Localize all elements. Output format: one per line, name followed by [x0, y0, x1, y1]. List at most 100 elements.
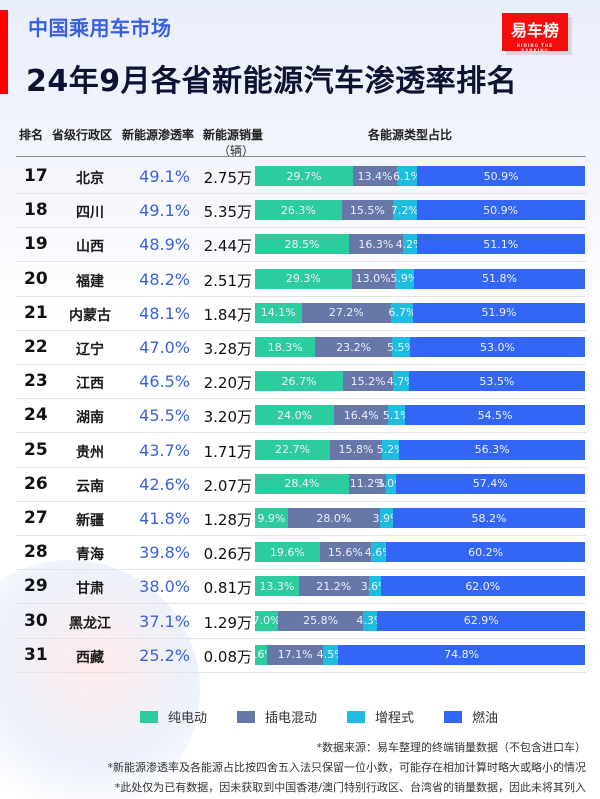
segment-bev: 24.0%	[255, 405, 335, 426]
rank-value: 28	[24, 542, 48, 563]
table-row: 21 内蒙古 48.1% 1.84万 14.1% 27.2% 6.7% 51.9%	[16, 297, 586, 331]
legend-label-bev: 纯电动	[168, 711, 208, 726]
penetration-rate: 41.8%	[139, 509, 190, 528]
share-bar: 28.5% 16.3% 4.2% 51.1%	[255, 234, 585, 255]
penetration-rate: 48.9%	[139, 235, 190, 255]
legend-item-phev: 插电混动	[237, 707, 317, 726]
penetration-rate: 47.0%	[139, 338, 190, 357]
legend-item-erev: 增程式	[347, 707, 414, 726]
accent-bar	[0, 10, 8, 94]
segment-bev: 9.9%	[255, 508, 288, 528]
province-name: 甘肃	[76, 581, 104, 598]
chart-legend: 纯电动 插电混动 增程式 燃油	[140, 707, 498, 726]
penetration-rate: 48.1%	[139, 303, 190, 323]
share-bar: 22.7% 15.8% 5.2% 56.3%	[255, 439, 585, 460]
nev-sales: 2.75万	[203, 169, 252, 187]
share-bar: 13.3% 21.2% 3.6% 62.0%	[255, 576, 585, 597]
segment-phev: 16.4%	[334, 405, 389, 426]
segment-erev: 5.2%	[377, 439, 405, 460]
rank-value: 26	[24, 473, 48, 494]
nev-sales: 2.44万	[203, 237, 252, 256]
segment-bev: 13.3%	[255, 576, 299, 597]
note-rounding: *新能源渗透率及各能源占比按四舍五入法只保留一位小数，可能存在相加计算时略大或略…	[107, 761, 587, 774]
segment-bev: 26.3%	[255, 200, 342, 221]
segment-ice: 60.2%	[386, 542, 585, 563]
rank-value: 17	[24, 166, 48, 186]
note-coverage: *此处仅为已有数据，因未获取到中国香港/澳门特别行政区、台湾省的销量数据，因此未…	[114, 781, 586, 794]
penetration-rate: 25.2%	[139, 645, 190, 665]
province-name: 云南	[76, 478, 104, 495]
segment-erev: 4.5%	[317, 644, 345, 665]
legend-swatch-bev	[140, 710, 158, 723]
table-row: 18 四川 49.1% 5.35万 26.3% 15.5% 7.2% 50.9%	[16, 194, 586, 229]
segment-erev: 6.7%	[388, 302, 416, 323]
segment-ice: 58.2%	[392, 508, 585, 528]
column-header-rank: 排名	[19, 128, 44, 142]
province-name: 贵州	[76, 444, 104, 461]
province-name: 新疆	[76, 513, 104, 529]
brand-logo: 易车榜 RIDING THE RANKING	[502, 13, 568, 53]
rank-value: 30	[24, 610, 48, 631]
table-row: 29 甘肃 38.0% 0.81万 13.3% 21.2% 3.6% 62.0%	[16, 570, 586, 605]
segment-ice: 74.8%	[338, 644, 585, 665]
rank-value: 22	[24, 337, 48, 357]
segment-phev: 15.6%	[319, 542, 372, 563]
rank-value: 20	[24, 268, 48, 289]
segment-phev: 16.3%	[348, 234, 403, 255]
column-header-sales: 新能源销量	[203, 128, 264, 142]
segment-ice: 62.9%	[377, 610, 585, 631]
segment-erev: 5.9%	[390, 268, 418, 289]
table-row: 23 江西 46.5% 2.20万 26.7% 15.2% 4.7% 53.5%	[16, 365, 586, 400]
segment-bev: 7.0%	[253, 610, 281, 631]
province-name: 辽宁	[76, 342, 104, 358]
segment-phev: 11.2%	[348, 473, 386, 494]
nev-sales: 1.28万	[203, 511, 252, 529]
penetration-rate: 48.2%	[139, 269, 190, 289]
table-row: 25 贵州 43.7% 1.71万 22.7% 15.8% 5.2% 56.3%	[16, 434, 586, 468]
nev-sales: 3.28万	[203, 340, 252, 358]
rank-value: 18	[24, 200, 48, 221]
share-bar: 7.0% 25.8% 4.3% 62.9%	[253, 610, 585, 631]
legend-item-ice: 燃油	[444, 707, 498, 726]
table-row: 28 青海 39.8% 0.26万 19.6% 15.6% 4.6% 60.2%	[16, 536, 586, 571]
segment-ice: 54.5%	[405, 405, 585, 426]
segment-bev: 26.7%	[255, 371, 344, 392]
segment-bev: 19.6%	[255, 542, 320, 563]
table-row: 26 云南 42.6% 2.07万 28.4% 11.2% 3.0% 57.4%	[16, 468, 586, 502]
rank-value: 23	[24, 371, 48, 392]
nev-sales: 5.35万	[203, 203, 252, 222]
penetration-rate: 39.8%	[139, 543, 190, 563]
province-name: 山西	[76, 239, 104, 256]
column-header-share: 各能源类型占比	[368, 128, 453, 142]
segment-phev: 15.2%	[343, 371, 394, 392]
segment-ice: 51.9%	[413, 302, 585, 323]
penetration-rate: 49.1%	[139, 167, 190, 186]
table-row: 20 福建 48.2% 2.51万 29.3% 13.0% 5.9% 51.8%	[16, 263, 586, 297]
segment-erev: 4.3%	[356, 610, 384, 631]
segment-ice: 57.4%	[395, 473, 585, 494]
province-name: 北京	[76, 171, 104, 187]
province-name: 江西	[76, 376, 104, 393]
nev-sales: 2.20万	[203, 374, 252, 393]
penetration-rate: 45.5%	[139, 406, 190, 426]
column-header-rate: 新能源渗透率	[122, 128, 195, 142]
segment-ice: 53.0%	[410, 337, 585, 357]
penetration-rate: 46.5%	[139, 372, 190, 392]
segment-erev: 4.6%	[365, 542, 393, 563]
rank-value: 25	[24, 439, 48, 460]
segment-ice: 56.3%	[399, 439, 585, 460]
province-name: 四川	[76, 205, 104, 222]
table-row: 27 新疆 41.8% 1.28万 9.9% 28.0% 3.9% 58.2%	[16, 502, 586, 536]
share-bar: 29.7% 13.4% 6.1% 50.9%	[255, 166, 585, 186]
segment-ice: 51.8%	[414, 268, 585, 289]
share-bar: 26.7% 15.2% 4.7% 53.5%	[255, 371, 585, 392]
province-name: 福建	[76, 273, 104, 290]
segment-erev: 3.6%	[361, 576, 389, 597]
rank-value: 31	[24, 644, 48, 665]
segment-phev: 28.0%	[287, 508, 381, 528]
legend-item-bev: 纯电动	[140, 707, 207, 726]
nev-sales: 1.71万	[203, 442, 252, 461]
segment-phev: 27.2%	[301, 302, 392, 323]
segment-ice: 50.9%	[417, 166, 585, 186]
column-header-sales-unit: （辆）	[218, 144, 255, 158]
